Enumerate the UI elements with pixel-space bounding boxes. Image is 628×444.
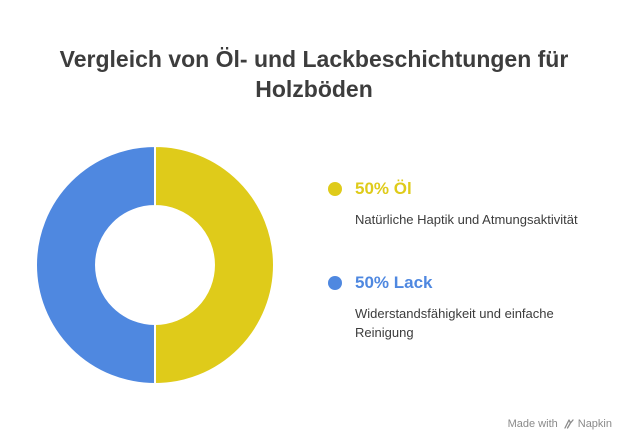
donut-slice-lack bbox=[35, 144, 156, 386]
legend-label-oel: 50% Öl bbox=[355, 179, 412, 198]
legend-swatch-oel bbox=[328, 182, 342, 196]
legend-description-lack: Widerstandsfähigkeit und einfache Reinig… bbox=[355, 306, 554, 340]
legend-description-oel: Natürliche Haptik und Atmungsaktivität bbox=[355, 212, 578, 227]
watermark-brand: Napkin bbox=[577, 418, 612, 430]
donut-slice-oel bbox=[154, 144, 275, 386]
legend-item-oel: 50% Öl Natürliche Haptik und Atmungsakti… bbox=[328, 176, 615, 229]
chart-title: Vergleich von Öl- und Lackbeschichtungen… bbox=[0, 44, 628, 104]
napkin-logo-icon bbox=[564, 419, 574, 429]
donut-chart bbox=[35, 144, 275, 386]
legend-label-lack: 50% Lack bbox=[355, 273, 433, 292]
chart-title-line-1: Vergleich von Öl- und Lackbeschichtungen… bbox=[59, 46, 569, 72]
legend-item-lack: 50% Lack Widerstandsfähigkeit und einfac… bbox=[328, 270, 615, 342]
legend-swatch-lack bbox=[328, 276, 342, 290]
chart-title-line-2: Holzböden bbox=[255, 76, 373, 102]
napkin-watermark[interactable]: Made with Napkin bbox=[508, 418, 612, 430]
watermark-prefix: Made with bbox=[507, 418, 558, 430]
